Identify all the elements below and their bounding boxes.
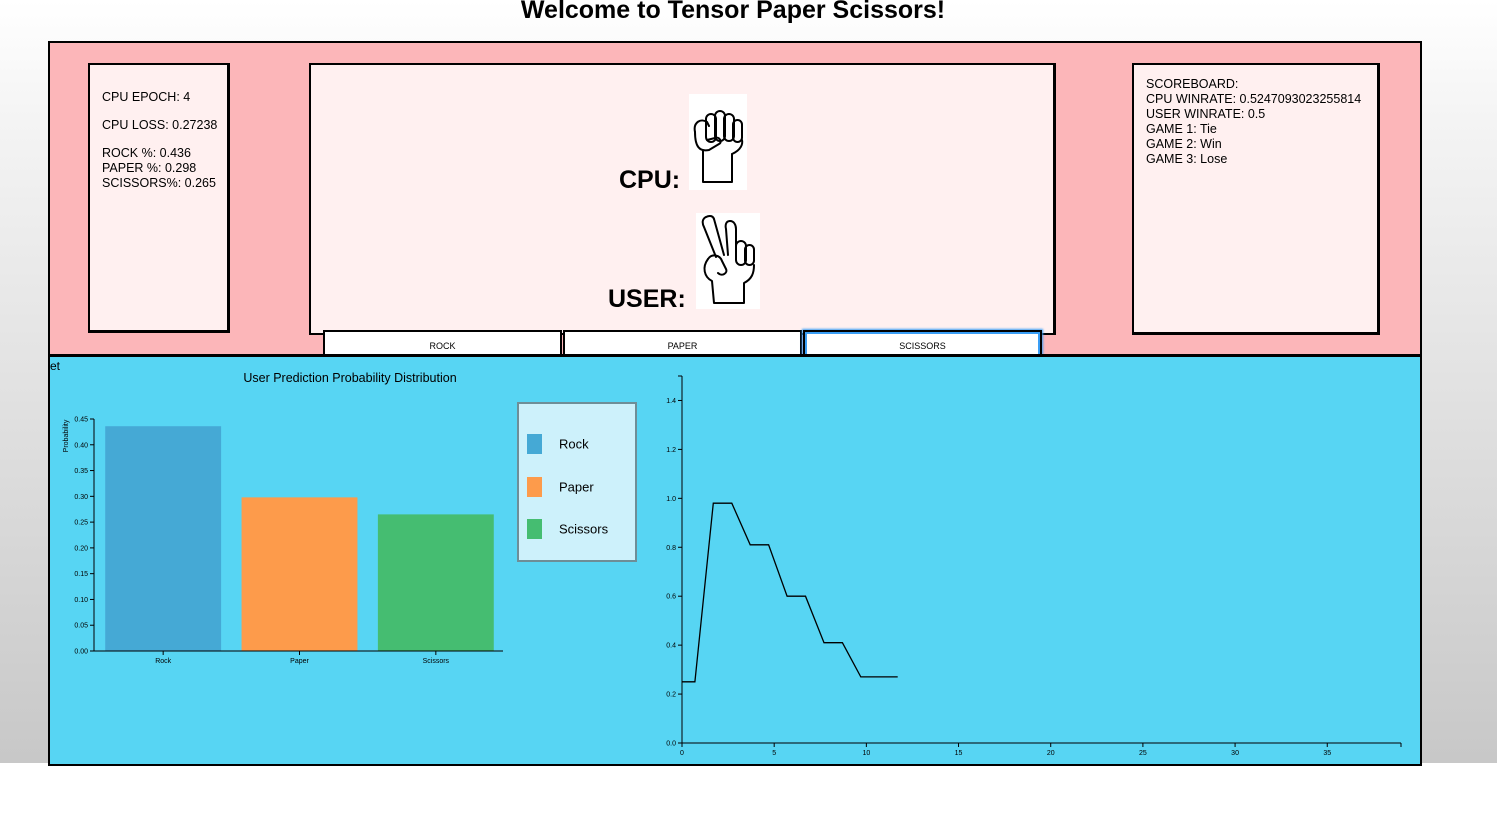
chart-legend: Rock Paper Scissors [517, 402, 637, 562]
game-result: GAME 2: Win [1146, 137, 1222, 151]
y-tick-label: 0.00 [74, 649, 88, 656]
y-tick-label: 0.8 [666, 545, 676, 552]
x-tick-label: 35 [1323, 750, 1331, 757]
x-axis: 0 5 10 15 20 25 30 35 [680, 742, 1402, 757]
legend-swatch-paper [527, 477, 542, 497]
user-move-scissors-icon [696, 213, 760, 309]
y-axis: 0.00 0.05 0.10 0.15 0.20 0.25 0.30 0.35 0.40 0.45 [74, 417, 95, 656]
y-tick-label: 0.05 [74, 623, 88, 630]
cpu-move-rock-icon [689, 94, 747, 190]
x-tick-label: Scissors [423, 658, 450, 665]
cpu-winrate: CPU WINRATE: 0.5247093023255814 [1146, 92, 1362, 106]
y-tick-label: 0.4 [666, 643, 676, 650]
line-series [682, 502, 898, 683]
page-margin [0, 763, 1497, 817]
legend-label: Rock [559, 436, 589, 452]
scoreboard-title: SCOREBOARD: [1146, 77, 1239, 91]
y-tick-label: 1.4 [666, 398, 676, 405]
x-tick-label: 5 [772, 750, 776, 757]
bar-scissors [377, 514, 494, 651]
y-tick-label: 0.40 [74, 442, 88, 449]
legend-item-scissors: Scissors [527, 519, 608, 539]
cpu-epoch: CPU EPOCH: 4 [102, 90, 191, 104]
legend-item-rock: Rock [527, 434, 589, 454]
x-tick-label: Paper [290, 658, 309, 665]
x-tick-label: 10 [862, 750, 870, 757]
y-tick-label: 0.45 [74, 417, 88, 424]
game-result: GAME 1: Tie [1146, 122, 1217, 136]
legend-label: Paper [559, 479, 594, 495]
loss-line-chart: 0.0 0.2 0.4 0.6 0.8 1.0 1.2 1.4 0 5 10 15 20 25 30 35 [666, 375, 1402, 757]
x-axis: Rock Paper Scissors [94, 650, 503, 665]
y-tick-label: 0.35 [74, 468, 88, 475]
paper-percent: PAPER %: 0.298 [102, 161, 197, 175]
user-label: USER: [608, 285, 686, 313]
y-tick-label: 0.6 [666, 594, 676, 601]
x-tick-label: 15 [955, 750, 963, 757]
y-tick-label: 0.2 [666, 692, 676, 699]
y-axis-label: Probability [63, 419, 70, 452]
cpu-loss: CPU LOSS: 0.27238 [102, 118, 218, 132]
x-tick-label: 20 [1047, 750, 1055, 757]
game-result: GAME 3: Lose [1146, 152, 1228, 166]
y-tick-label: 0.25 [74, 520, 88, 527]
x-tick-label: 0 [680, 750, 684, 757]
y-tick-label: 1.0 [666, 496, 676, 503]
legend-swatch-scissors [527, 519, 542, 539]
scoreboard: SCOREBOARD: CPU WINRATE: 0.5247093023255… [1132, 63, 1380, 335]
bar-paper [241, 497, 358, 651]
x-tick-label: Rock [155, 658, 171, 665]
stray-text: et [50, 359, 61, 373]
legend-label: Scissors [559, 521, 609, 537]
user-winrate: USER WINRATE: 0.5 [1146, 107, 1266, 121]
y-tick-label: 0.0 [666, 741, 676, 748]
x-tick-label: 30 [1231, 750, 1239, 757]
game-display: CPU: USER: [309, 63, 1056, 335]
legend-item-paper: Paper [527, 477, 594, 497]
page-title: Welcome to Tensor Paper Scissors! [520, 0, 946, 24]
y-tick-label: 0.30 [74, 494, 88, 501]
rock-percent: ROCK %: 0.436 [102, 146, 191, 160]
y-tick-label: 0.15 [74, 571, 88, 578]
probability-bar-chart: User Prediction Probability Distribution… [63, 371, 503, 665]
y-tick-label: 0.10 [74, 597, 88, 604]
y-tick-label: 0.20 [74, 545, 88, 552]
chart-title: User Prediction Probability Distribution [243, 371, 456, 385]
cpu-label: CPU: [619, 166, 681, 194]
scissors-percent: SCISSORS%: 0.265 [102, 176, 216, 190]
x-tick-label: 25 [1139, 750, 1147, 757]
y-tick-label: 1.2 [666, 447, 676, 454]
bar-rock [105, 426, 222, 651]
bar-series [105, 426, 494, 651]
legend-swatch-rock [527, 434, 542, 454]
cpu-stats-box: CPU EPOCH: 4 CPU LOSS: 0.27238 ROCK %: 0… [88, 63, 230, 333]
y-axis: 0.0 0.2 0.4 0.6 0.8 1.0 1.2 1.4 [666, 375, 683, 748]
